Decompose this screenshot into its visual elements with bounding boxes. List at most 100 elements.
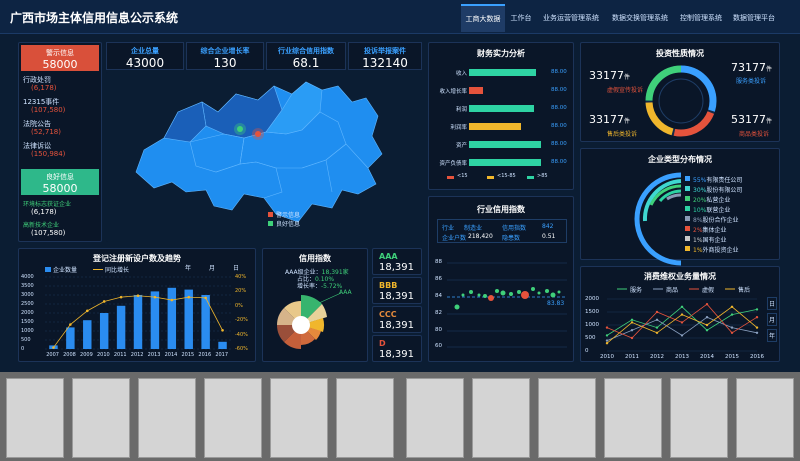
- investment-donut[interactable]: [581, 43, 781, 143]
- consumer-point[interactable]: [630, 336, 634, 340]
- consumer-point[interactable]: [630, 318, 634, 321]
- map-marker-warning[interactable]: [255, 131, 261, 137]
- bar-2009[interactable]: [83, 320, 92, 349]
- ring-4[interactable]: [658, 189, 682, 203]
- tray-tile[interactable]: [472, 378, 530, 458]
- finance-row-bar[interactable]: [469, 69, 536, 76]
- growth-point[interactable]: [85, 309, 89, 313]
- growth-point[interactable]: [119, 295, 123, 299]
- consumer-point[interactable]: [730, 313, 734, 316]
- enterprise-type-row[interactable]: 10%联营企业: [693, 207, 731, 214]
- consumer-point[interactable]: [730, 331, 734, 334]
- bar-2014[interactable]: [167, 287, 177, 349]
- consumer-point[interactable]: [605, 334, 609, 337]
- growth-point[interactable]: [52, 346, 55, 349]
- consumer-point[interactable]: [755, 316, 759, 319]
- bar-2013[interactable]: [150, 291, 160, 349]
- consumer-point[interactable]: [655, 331, 659, 334]
- consumer-point[interactable]: [655, 318, 659, 321]
- scatter-points[interactable]: [454, 287, 561, 310]
- tab-data-exchange[interactable]: 数据交换管理系统: [612, 14, 668, 22]
- bar-2016[interactable]: [201, 295, 210, 349]
- enterprise-type-row[interactable]: 8%股份合作企业: [693, 217, 739, 224]
- consumer-point[interactable]: [655, 326, 659, 329]
- tab-big-data[interactable]: 工商大数据: [461, 4, 505, 32]
- consumer-point[interactable]: [605, 342, 609, 345]
- consumer-point[interactable]: [705, 316, 709, 319]
- growth-point[interactable]: [221, 328, 224, 332]
- growth-point[interactable]: [102, 300, 106, 303]
- good-item-label[interactable]: 环境标志获证企业: [23, 201, 72, 208]
- consumer-point[interactable]: [680, 321, 684, 324]
- consumer-control[interactable]: 日: [767, 297, 778, 310]
- consumer-point[interactable]: [705, 323, 709, 327]
- consumer-point[interactable]: [755, 308, 759, 311]
- finance-row-bar[interactable]: [469, 141, 541, 148]
- ring-1[interactable]: [634, 172, 682, 266]
- good-item-label[interactable]: 高新技术企业: [23, 222, 60, 229]
- consumer-legend-label[interactable]: 服务: [630, 287, 643, 294]
- tray-tile[interactable]: [736, 378, 794, 458]
- warning-badge[interactable]: 警示信息 58000: [21, 45, 99, 71]
- tray-tile[interactable]: [670, 378, 728, 458]
- tray-tile[interactable]: [336, 378, 394, 458]
- consumer-point[interactable]: [630, 329, 634, 332]
- consumer-point[interactable]: [680, 313, 684, 316]
- growth-point[interactable]: [204, 296, 207, 300]
- consumer-legend-label[interactable]: 商品: [666, 287, 679, 294]
- btn-year[interactable]: 年: [185, 265, 192, 272]
- ring-3[interactable]: [649, 184, 682, 206]
- consumer-point[interactable]: [655, 310, 659, 314]
- consumer-point[interactable]: [630, 321, 634, 324]
- guangxi-map[interactable]: [106, 72, 422, 242]
- growth-point[interactable]: [170, 298, 174, 302]
- tray-tile[interactable]: [138, 378, 196, 458]
- consumer-legend-label[interactable]: 售后: [738, 287, 751, 294]
- tray-tile[interactable]: [72, 378, 130, 458]
- consumer-chart[interactable]: [581, 267, 781, 363]
- bar-2015[interactable]: [184, 289, 193, 349]
- tray-tile[interactable]: [270, 378, 328, 458]
- bar-2012[interactable]: [133, 295, 143, 349]
- consumer-point[interactable]: [730, 326, 734, 329]
- donut-seg-false[interactable]: [645, 65, 717, 137]
- enterprise-type-row[interactable]: 1%外商投资企业: [693, 247, 739, 254]
- growth-point[interactable]: [69, 323, 72, 326]
- enterprise-types-rings[interactable]: [581, 149, 781, 266]
- consumer-point[interactable]: [755, 331, 759, 334]
- btn-month[interactable]: 月: [209, 265, 216, 272]
- growth-point[interactable]: [153, 295, 157, 299]
- tab-workbench[interactable]: 工作台: [510, 14, 532, 22]
- consumer-legend-label[interactable]: 虚假: [702, 287, 715, 294]
- tab-control[interactable]: 控制管理系统: [680, 14, 722, 22]
- ring-2[interactable]: [642, 179, 682, 222]
- consumer-point[interactable]: [605, 326, 609, 329]
- consumer-point[interactable]: [705, 303, 709, 306]
- bar-2010[interactable]: [99, 313, 109, 349]
- consumer-control[interactable]: 月: [767, 313, 778, 326]
- map-region-northwest[interactable]: [163, 101, 207, 143]
- enterprise-type-row[interactable]: 20%私营企业: [693, 197, 731, 204]
- bar-2011[interactable]: [116, 305, 126, 349]
- finance-row-bar[interactable]: [469, 87, 483, 94]
- enterprise-type-row[interactable]: 1%国有企业: [693, 237, 727, 244]
- grade-card[interactable]: D 18,391: [372, 335, 422, 362]
- map-marker-good[interactable]: [237, 126, 243, 132]
- tab-operations[interactable]: 业务运营管理系统: [543, 14, 599, 22]
- tray-tile[interactable]: [6, 378, 64, 458]
- credit-rose-chart[interactable]: [263, 249, 369, 363]
- bar-2017[interactable]: [218, 341, 227, 349]
- donut-seg-goods[interactable]: [645, 65, 717, 137]
- ring-5[interactable]: [666, 193, 682, 201]
- registration-chart[interactable]: [19, 249, 257, 363]
- grade-card[interactable]: CCC 18,391: [372, 306, 422, 333]
- consumer-point[interactable]: [730, 305, 734, 308]
- warning-item-label[interactable]: 法律诉讼: [23, 142, 51, 150]
- growth-point[interactable]: [187, 295, 191, 299]
- consumer-point[interactable]: [680, 305, 684, 308]
- grade-card[interactable]: AAA 18,391: [372, 248, 422, 275]
- bar-2008[interactable]: [66, 327, 75, 349]
- consumer-point[interactable]: [705, 329, 709, 332]
- enterprise-type-row[interactable]: 2%集体企业: [693, 227, 727, 234]
- tray-tile[interactable]: [604, 378, 662, 458]
